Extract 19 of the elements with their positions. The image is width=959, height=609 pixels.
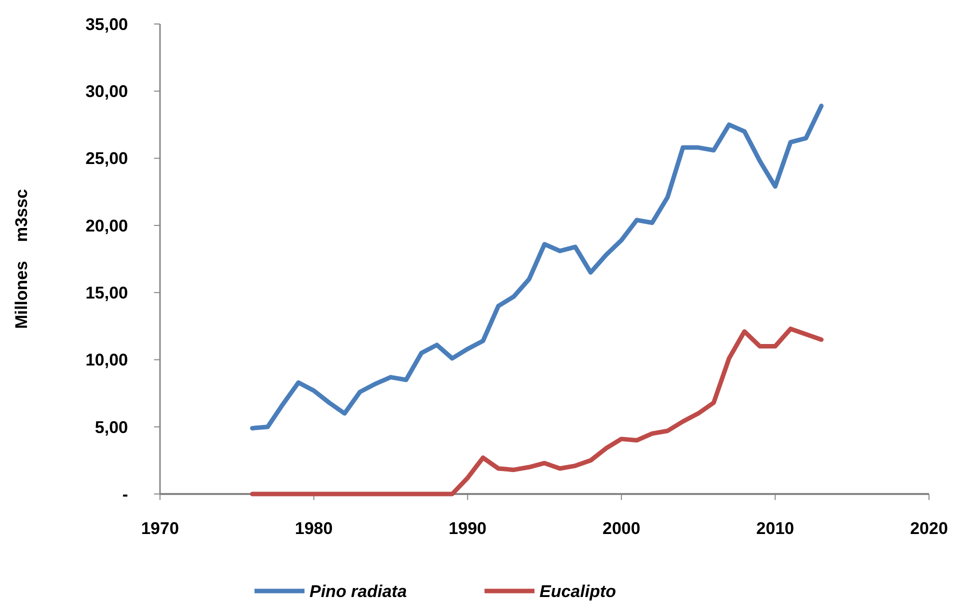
y-tick-label: 25,00 <box>85 149 128 168</box>
legend-label: Eucalipto <box>540 582 616 601</box>
x-tick-label: 1970 <box>141 519 179 538</box>
y-tick-label: 15,00 <box>85 284 128 303</box>
line-series <box>250 326 824 496</box>
line-series <box>250 104 824 430</box>
y-tick-label: 20,00 <box>85 216 128 236</box>
x-tick-label: 1990 <box>448 519 487 538</box>
x-tick-label: 2000 <box>602 519 640 538</box>
y-tick-label: 5,00 <box>94 418 128 437</box>
x-tick-label: 2010 <box>756 519 794 538</box>
x-tick-label: 1980 <box>294 519 333 538</box>
y-tick-label: 35,00 <box>85 14 128 34</box>
x-tick-label: 2020 <box>910 519 948 538</box>
legend-label: Pino radiata <box>310 582 407 601</box>
y-axis-title: Millones m3ssc <box>12 189 31 329</box>
y-tick-label: 30,00 <box>85 82 128 102</box>
y-tick-label: - <box>122 484 128 504</box>
y-tick-label: 10,00 <box>85 350 128 370</box>
